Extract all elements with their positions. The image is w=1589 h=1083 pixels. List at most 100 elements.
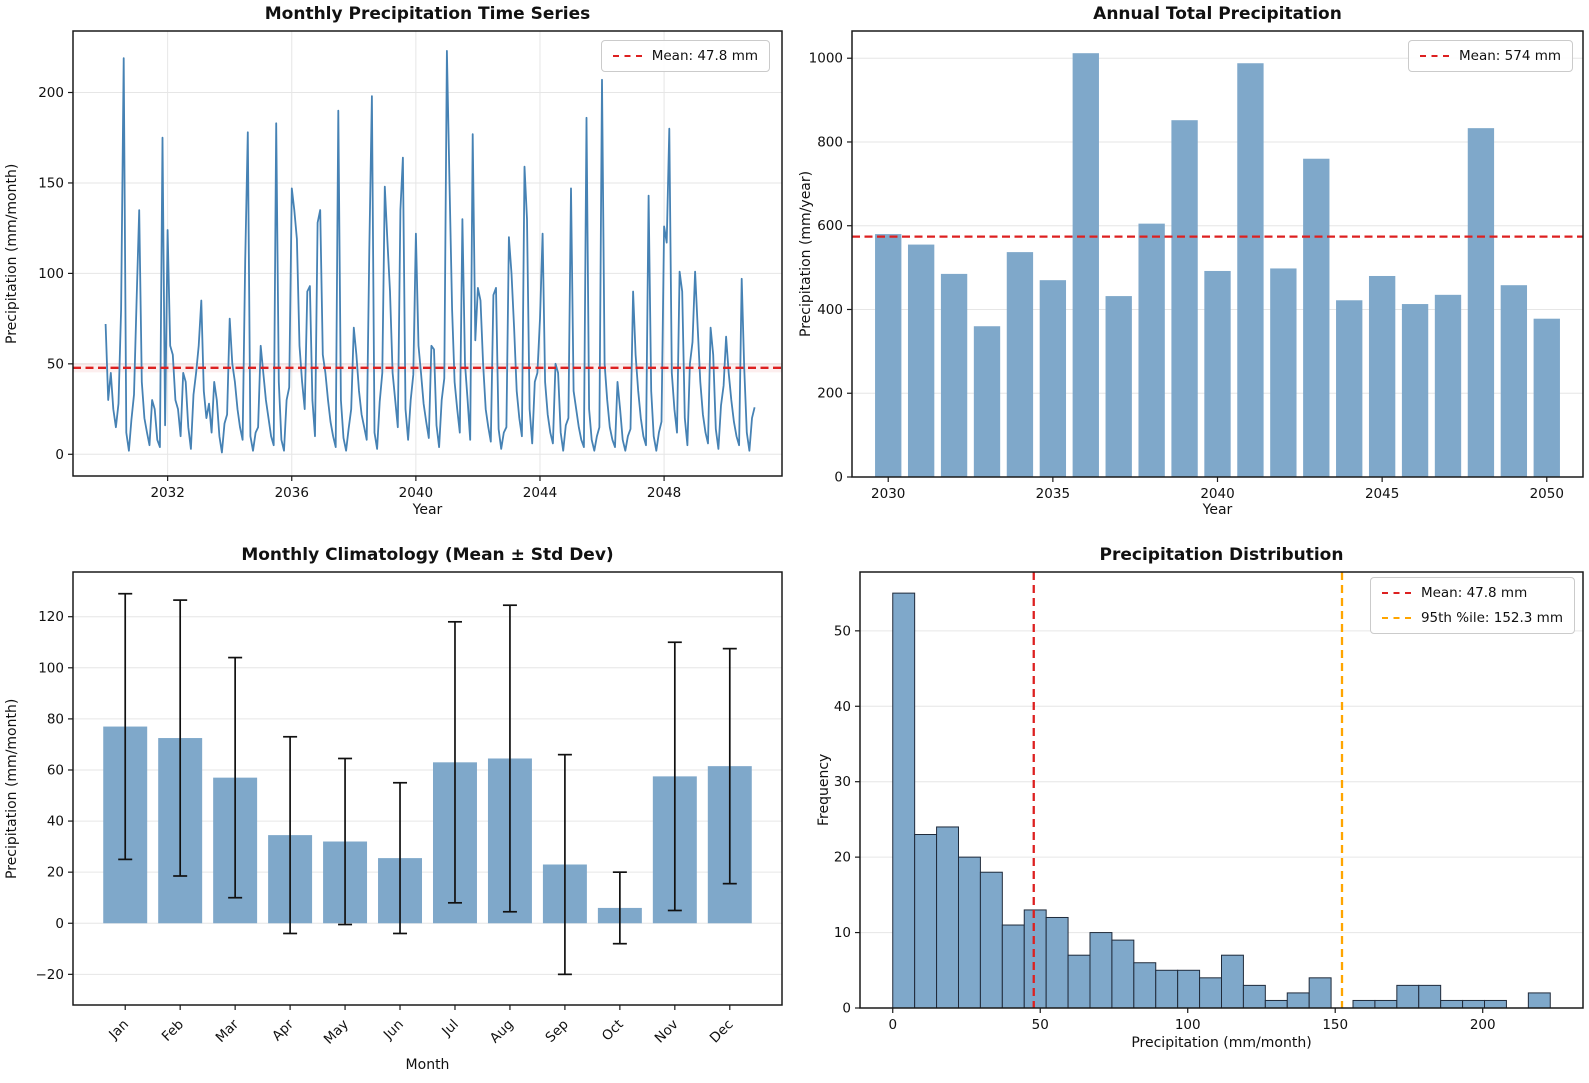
- x-tick-label: 2045: [1365, 486, 1399, 502]
- histogram-bar: [1264, 999, 1288, 1009]
- annual-bar: [1368, 275, 1396, 477]
- histogram-bar: [1221, 954, 1244, 1009]
- x-tick-label: 200: [1470, 1017, 1496, 1033]
- y-tick-label: 100: [38, 660, 64, 676]
- y-tick-label: 60: [47, 762, 64, 778]
- y-tick-label: 40: [47, 814, 64, 830]
- x-tick-label: 50: [1032, 1017, 1049, 1033]
- histogram-bar: [1089, 932, 1113, 1009]
- y-tick-label: 0: [842, 1001, 851, 1017]
- climatology-x-axis-label: Month: [405, 1057, 450, 1073]
- x-tick-label: 0: [888, 1017, 897, 1033]
- x-tick-label: Dec: [707, 1017, 737, 1047]
- annual-bar: [907, 244, 935, 477]
- legend-label-percentile: 95th %ile: 152.3 mm: [1420, 610, 1563, 627]
- y-tick-label: 50: [834, 623, 851, 639]
- legend-label: Mean: 574 mm: [1459, 48, 1561, 64]
- timeseries-legend: Mean: 47.8 mm: [600, 40, 770, 73]
- annual-bar: [1006, 252, 1034, 477]
- annual-title: Annual Total Precipitation: [1093, 4, 1342, 24]
- x-tick-label: May: [321, 1017, 352, 1048]
- distribution-title: Precipitation Distribution: [1099, 545, 1344, 565]
- x-tick-label: 2040: [399, 485, 433, 501]
- histogram-bar: [1374, 999, 1398, 1009]
- histogram-bar: [892, 592, 916, 1009]
- histogram-bar: [936, 826, 959, 1009]
- histogram-bar: [1462, 999, 1486, 1009]
- annual-bar: [1171, 120, 1198, 477]
- x-tick-label: 2044: [523, 485, 557, 501]
- x-tick-label: 150: [1322, 1017, 1348, 1033]
- y-tick-label: 200: [817, 386, 843, 402]
- histogram-bar: [1418, 984, 1442, 1009]
- histogram-bar: [979, 871, 1003, 1009]
- panel-precip-distribution: 0 50 100 150 200 0 10 20 30 40 50 Precipitation Di…: [794, 541, 1589, 1083]
- y-tick-label: 40: [834, 699, 851, 715]
- annual-bar: [973, 326, 1001, 477]
- histogram-bar: [1242, 984, 1266, 1009]
- histogram-bar: [1352, 999, 1376, 1009]
- axes-frame: [859, 571, 1584, 1009]
- histogram-bar: [957, 856, 981, 1009]
- y-tick-label: 800: [817, 134, 843, 150]
- y-tick-label: 30: [834, 774, 851, 790]
- y-tick-label: 0: [55, 916, 64, 932]
- legend-row: 95th %ile: 152.3 mm: [1381, 609, 1563, 627]
- histogram-bar: [1527, 992, 1551, 1009]
- y-tick-label: 0: [834, 470, 843, 486]
- y-tick-label: 100: [38, 266, 64, 282]
- annual-bar: [1039, 280, 1067, 477]
- histogram-bar: [1440, 999, 1464, 1009]
- legend-row: Mean: 574 mm: [1420, 47, 1561, 65]
- x-tick-label: 2048: [647, 485, 681, 501]
- distribution-y-axis-label: Frequency: [816, 753, 832, 827]
- annual-bar: [1434, 294, 1462, 477]
- precipitation-series-line: [104, 50, 756, 454]
- x-tick-label: Mar: [213, 1016, 243, 1046]
- y-tick-label: 600: [817, 218, 843, 234]
- y-tick-label: 20: [47, 865, 64, 881]
- timeseries-y-axis-label: Precipitation (mm/month): [4, 163, 20, 344]
- annual-bar: [940, 273, 968, 477]
- x-tick-label: 2050: [1530, 486, 1564, 502]
- annual-bar: [1270, 268, 1297, 477]
- x-tick-label: Jun: [380, 1017, 407, 1044]
- x-tick-label: 2030: [871, 486, 905, 502]
- mean-dash-icon: [1420, 55, 1450, 58]
- annual-bar: [1401, 304, 1429, 477]
- panel-annual-total: 2030 2035 2040 2045 2050 0 200 400 600 800 1000 An…: [794, 0, 1589, 541]
- annual-bar: [1303, 158, 1330, 477]
- annual-bar: [1138, 223, 1165, 477]
- histogram-bar: [1023, 909, 1047, 1009]
- y-tick-label: 150: [38, 175, 64, 191]
- x-tick-label: Jul: [438, 1017, 462, 1041]
- annual-bar: [875, 234, 902, 477]
- x-tick-label: 2040: [1200, 486, 1234, 502]
- timeseries-title: Monthly Precipitation Time Series: [264, 4, 591, 24]
- x-tick-label: Jan: [105, 1017, 132, 1044]
- panel-monthly-climatology: Jan Feb Mar Apr May Jun Jul Aug Sep Oct Nov Dec −20 0…: [0, 541, 794, 1083]
- x-tick-label: 2032: [150, 485, 184, 501]
- y-tick-label: 80: [47, 711, 64, 727]
- annual-bar: [1105, 296, 1132, 477]
- annual-bar: [1533, 318, 1560, 477]
- climatology-plot-area: Jan Feb Mar Apr May Jun Jul Aug Sep Oct Nov Dec −20 0…: [36, 571, 783, 1048]
- histogram-bar: [1308, 977, 1332, 1009]
- annual-bar: [1467, 128, 1495, 478]
- annual-bar: [1204, 270, 1231, 477]
- annual-bar: [1237, 63, 1264, 478]
- annual-legend: Mean: 574 mm: [1408, 40, 1573, 73]
- x-tick-label: Nov: [652, 1017, 682, 1047]
- x-tick-label: 2036: [275, 485, 309, 501]
- histogram-bar: [1067, 954, 1091, 1009]
- timeseries-x-axis-label: Year: [412, 502, 443, 518]
- x-tick-label: 2035: [1036, 486, 1070, 502]
- axes-frame: [72, 30, 783, 477]
- x-tick-label: Sep: [542, 1017, 571, 1046]
- annual-x-axis-label: Year: [1202, 502, 1233, 518]
- x-tick-label: Apr: [269, 1016, 297, 1044]
- panel-monthly-timeseries: 2032 2036 2040 2044 2048 0 50 100 150 200 Monthly…: [0, 0, 794, 541]
- y-tick-label: 50: [47, 356, 64, 372]
- mean-dash-icon: [612, 55, 642, 58]
